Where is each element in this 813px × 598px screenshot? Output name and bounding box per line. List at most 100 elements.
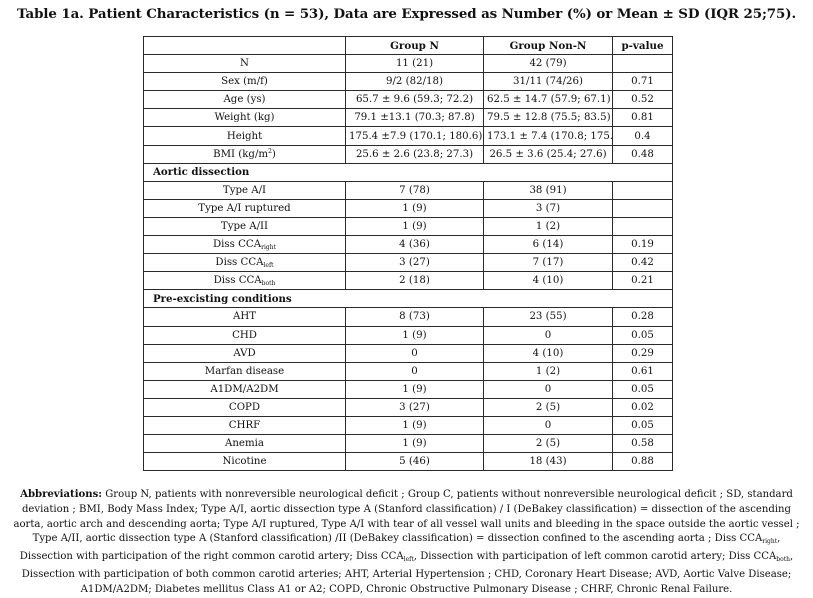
table-row: Marfan disease 0 1 (2) 0.61 (143, 361, 673, 381)
table-row: COPD 3 (27) 2 (5) 0.02 (143, 397, 673, 417)
group-non-n-value: 0 (483, 415, 613, 436)
table-row: Sex (m/f) 9/2 (82/18) 31/11 (74/26) 0.71 (143, 72, 673, 92)
abbreviations-text: Group N, patients with nonreversible neu… (13, 489, 800, 545)
table-row: AVD 0 4 (10) 0.29 (143, 343, 673, 363)
group-non-n-value: 0 (483, 325, 613, 345)
group-n-value: 9/2 (82/18) (345, 72, 484, 92)
row-label-sub: left (263, 261, 274, 269)
p-value: 0.52 (612, 90, 673, 110)
abbreviations-text: , Dissection with participation of the r… (19, 533, 781, 563)
table-row: Anemia 1 (9) 2 (5) 0.58 (143, 434, 673, 454)
group-n-value: 3 (27) (345, 397, 484, 417)
p-value: 0.58 (612, 434, 673, 454)
group-n-value: 1 (9) (345, 434, 484, 454)
header-p-value: p-value (612, 35, 673, 56)
group-n-value: 5 (46) (345, 452, 484, 472)
table-row: A1DM/A2DM 1 (9) 0 0.05 (143, 379, 673, 399)
group-non-n-value: 2 (5) (483, 434, 613, 454)
p-value: 0.88 (612, 452, 673, 472)
table-row: CHRF 1 (9) 0 0.05 (143, 415, 673, 436)
group-non-n-value: 62.5 ± 14.7 (57.9; 67.1) (483, 90, 613, 110)
group-non-n-value: 1 (2) (483, 216, 613, 237)
group-non-n-value: 42 (79) (483, 54, 613, 74)
row-label: Diss CCAboth (143, 271, 346, 291)
table-row: AHT 8 (73) 23 (55) 0.28 (143, 307, 673, 327)
p-value: 0.05 (612, 415, 673, 436)
p-value: 0.19 (612, 235, 673, 255)
abbreviations-sub: right (762, 538, 778, 546)
group-n-value: 4 (36) (345, 235, 484, 255)
p-value: 0.29 (612, 343, 673, 363)
group-non-n-value: 38 (91) (483, 180, 613, 200)
header-row: Group N Group Non-N p-value (143, 35, 673, 56)
table-row: Type A/I ruptured 1 (9) 3 (7) (143, 198, 673, 218)
group-non-n-value: 6 (14) (483, 235, 613, 255)
table-row: CHD 1 (9) 0 0.05 (143, 325, 673, 345)
p-value: 0.05 (612, 379, 673, 399)
p-value: 0.48 (612, 144, 673, 164)
group-n-value: 7 (78) (345, 180, 484, 200)
p-value (612, 54, 673, 74)
group-non-n-value: 23 (55) (483, 307, 613, 327)
p-value: 0.05 (612, 325, 673, 345)
section-heading: Pre-excisting conditions (143, 289, 346, 309)
row-label-main: Diss CCA (213, 238, 262, 250)
group-n-value: 175.4 ±7.9 (170.1; 180.6) (345, 126, 484, 146)
group-n-value: 65.7 ± 9.6 (59.3; 72.2) (345, 90, 484, 110)
group-non-n-value: 18 (43) (483, 452, 613, 472)
section-heading: Aortic dissection (143, 162, 346, 182)
p-value: 0.71 (612, 72, 673, 92)
header-group-n: Group N (345, 35, 484, 56)
row-label: N (143, 54, 346, 74)
header-group-non-n: Group Non-N (483, 35, 613, 56)
abbreviations-text: , Dissection with participation of left … (413, 551, 777, 563)
p-value: 0.02 (612, 397, 673, 417)
row-label: Height (143, 126, 346, 146)
group-non-n-value: 173.1 ± 7.4 (170.8; 175.4) (483, 126, 613, 146)
row-label-tail: ) (271, 149, 276, 161)
group-n-value: 25.6 ± 2.6 (23.8; 27.3) (345, 144, 484, 164)
group-non-n-value: 7 (17) (483, 253, 613, 273)
row-label: AHT (143, 307, 346, 327)
group-n-value: 1 (9) (345, 216, 484, 237)
group-n-value: 1 (9) (345, 325, 484, 345)
group-n-value: 0 (345, 361, 484, 381)
table-row: Diss CCAright 4 (36) 6 (14) 0.19 (143, 235, 673, 255)
section-blank (345, 162, 673, 182)
table-row: Weight (kg) 79.1 ±13.1 (70.3; 87.8) 79.5… (143, 108, 673, 128)
abbreviations-sub: both (776, 556, 791, 564)
group-non-n-value: 79.5 ± 12.8 (75.5; 83.5) (483, 108, 613, 128)
row-label: Nicotine (143, 452, 346, 472)
header-blank (143, 35, 346, 56)
group-n-value: 1 (9) (345, 415, 484, 436)
section-row: Pre-excisting conditions (143, 289, 673, 309)
p-value (612, 180, 673, 200)
abbreviations-text: , Dissection with participation of both … (21, 551, 794, 595)
table-row: Type A/II 1 (9) 1 (2) (143, 216, 673, 237)
group-n-value: 2 (18) (345, 271, 484, 291)
row-label: BMI (kg/m2) (143, 144, 346, 164)
p-value: 0.81 (612, 108, 673, 128)
group-non-n-value: 31/11 (74/26) (483, 72, 613, 92)
group-n-value: 0 (345, 343, 484, 363)
row-label: Sex (m/f) (143, 72, 346, 92)
row-label-sup: 2 (268, 148, 272, 156)
table-title: Table 1a. Patient Characteristics (n = 5… (16, 6, 797, 22)
group-n-value: 79.1 ±13.1 (70.3; 87.8) (345, 108, 484, 128)
row-label: CHD (143, 325, 346, 345)
table-row: Diss CCAleft 3 (27) 7 (17) 0.42 (143, 253, 673, 273)
patient-characteristics-table: Group N Group Non-N p-value N 11 (21) 42… (143, 35, 673, 472)
row-label: AVD (143, 343, 346, 363)
group-n-value: 1 (9) (345, 379, 484, 399)
p-value (612, 216, 673, 237)
table-row: Nicotine 5 (46) 18 (43) 0.88 (143, 452, 673, 472)
p-value: 0.28 (612, 307, 673, 327)
group-non-n-value: 26.5 ± 3.6 (25.4; 27.6) (483, 144, 613, 164)
group-non-n-value: 2 (5) (483, 397, 613, 417)
section-blank (345, 289, 673, 309)
row-label: Diss CCAleft (143, 253, 346, 273)
table-row: Age (ys) 65.7 ± 9.6 (59.3; 72.2) 62.5 ± … (143, 90, 673, 110)
section-row: Aortic dissection (143, 162, 673, 182)
p-value: 0.61 (612, 361, 673, 381)
row-label-main: Diss CCA (215, 256, 264, 268)
